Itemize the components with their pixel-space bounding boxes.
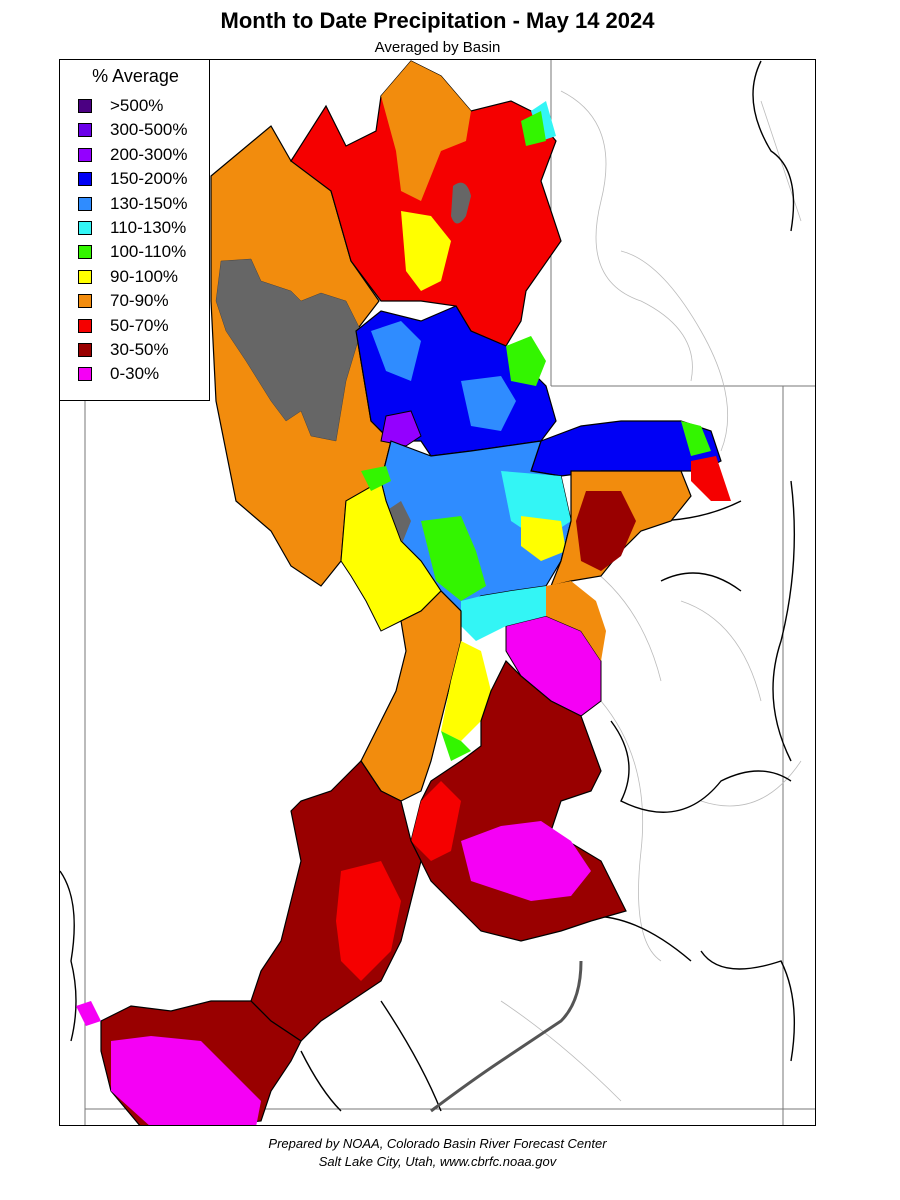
legend-label: 0-30% (110, 364, 160, 384)
basin-yellow-west-green (361, 466, 391, 491)
basin-red-east-tip (691, 456, 731, 501)
legend-swatch (78, 318, 92, 333)
basin-sevier-yellow (441, 641, 491, 741)
legend-label: 100-110% (110, 242, 187, 262)
basin-plateau-red (411, 781, 461, 861)
basin-yellow-north (401, 211, 451, 291)
footer-credit: Prepared by NOAA, Colorado Basin River F… (268, 1136, 607, 1151)
legend-label: 300-500% (110, 120, 188, 140)
basin-green-northeast (521, 111, 546, 146)
legend-label: 200-300% (110, 144, 188, 164)
basin-price-orange (546, 581, 606, 661)
legend-label: 130-150% (110, 193, 188, 213)
legend-swatch (78, 245, 92, 260)
legend-swatch (78, 196, 92, 211)
map-subtitle: Averaged by Basin (374, 39, 501, 56)
lake-powell (430, 960, 583, 1113)
legend-title: % Average (92, 66, 179, 86)
legend-label: 70-90% (110, 291, 169, 311)
basin-virgin-river (250, 760, 422, 1042)
legend-swatch (78, 367, 92, 382)
basin-virgin-river-red (336, 861, 401, 981)
legend-label: >500% (110, 96, 164, 115)
basin-provo-yellow (521, 516, 566, 561)
basin-colorado-plateau-magenta (461, 821, 591, 901)
legend-swatch (78, 343, 92, 357)
legend-swatch (78, 147, 92, 162)
legend-swatch (78, 99, 92, 113)
basin-blue-patch (371, 321, 421, 381)
basin-provo-green (421, 516, 486, 601)
legend-label: 50-70% (110, 315, 169, 335)
map-title: Month to Date Precipitation - May 14 202… (220, 8, 655, 33)
legend-swatch (78, 269, 92, 284)
basin-bear-river (290, 60, 562, 347)
basin-sevier-green (441, 731, 471, 761)
legend-swatch (78, 294, 92, 309)
basin-sevier-upper (360, 590, 462, 802)
great-salt-lake-water (215, 258, 362, 442)
basin-purple-small (380, 410, 422, 447)
legend-label: 110-130% (110, 218, 187, 237)
basin-blue-light-east (461, 376, 516, 431)
basin-bear-lake (451, 182, 471, 224)
basin-green-east (506, 336, 546, 386)
legend-label: 150-200% (110, 169, 188, 189)
legend-label: 30-50% (110, 340, 169, 359)
basin-cyan-northeast (531, 101, 556, 141)
legend-label: 90-100% (110, 266, 179, 286)
basin-uinta-green (681, 421, 711, 456)
basin-bear-river-orange (381, 61, 471, 201)
basin-duchesne-darkred (576, 491, 636, 571)
footer-location: Salt Lake City, Utah, www.cbrfc.noaa.gov (318, 1154, 557, 1169)
precipitation-map[interactable] (59, 59, 816, 1126)
basin-magenta-tip (76, 1001, 101, 1026)
legend-swatch (78, 172, 92, 187)
legend-swatch (78, 221, 92, 235)
legend: % Average >500% 300-500% 200-300% 150-200% 1… (59, 59, 210, 401)
legend-swatch (78, 123, 92, 138)
basin-lower-virgin-magenta (111, 1036, 261, 1125)
basin-cyan-central (461, 586, 546, 641)
